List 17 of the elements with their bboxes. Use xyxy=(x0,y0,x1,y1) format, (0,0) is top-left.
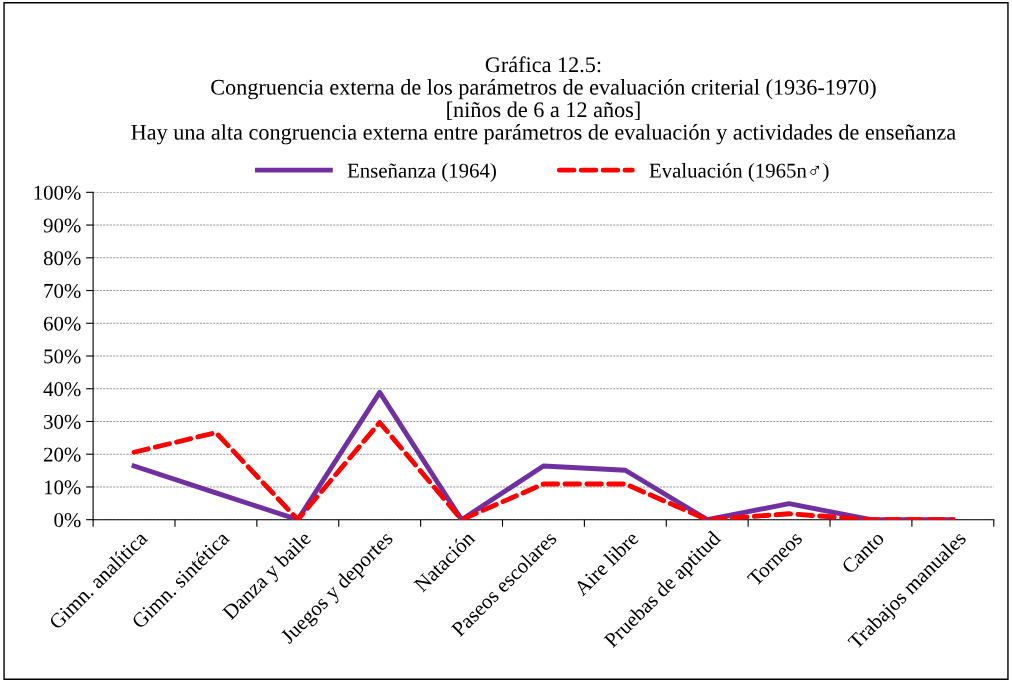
y-tick-label: 20% xyxy=(44,447,81,462)
y-tick-label: 0% xyxy=(54,513,81,528)
y-tick-label: 80% xyxy=(43,251,81,266)
y-tick-label: 40% xyxy=(43,382,81,397)
y-tick-label: 30% xyxy=(44,414,81,429)
y-tick-label: 90% xyxy=(43,218,81,233)
y-tick-label: 10% xyxy=(44,480,81,495)
line-series xyxy=(131,420,956,520)
y-tick-label: 70% xyxy=(44,283,81,299)
y-tick-label: 50% xyxy=(44,349,81,364)
y-tick-label: 60% xyxy=(44,316,81,331)
y-tick-label: 100% xyxy=(34,185,81,200)
legend-label: Evaluación (1965n♂) xyxy=(649,162,829,182)
legend-label: Enseñanza (1964) xyxy=(347,163,496,182)
x-tick-label: Aire libre xyxy=(572,530,640,597)
line-series xyxy=(131,389,956,520)
chart-title: Gráfica 12.5: Congruencia externa de los parámetros de evaluación criterial (1936-1970) [niños de 6 a 12 años] Hay una alta congruencia externa entre parámetros de evaluación y actividades de enseñanza xyxy=(131,56,956,145)
